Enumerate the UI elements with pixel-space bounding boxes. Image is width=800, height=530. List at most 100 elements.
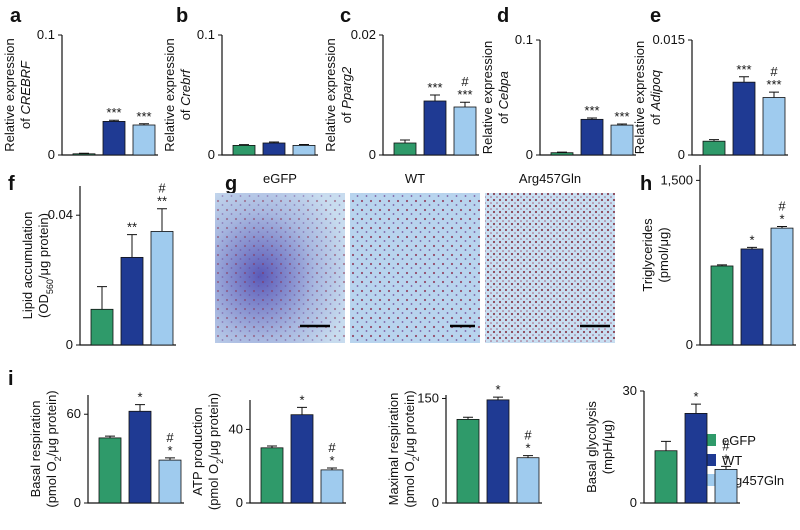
bar <box>770 227 794 346</box>
significance-mark: * <box>779 211 784 226</box>
axis <box>221 35 318 156</box>
micrograph-label: eGFP <box>263 171 297 186</box>
significance-mark: * <box>167 443 172 458</box>
y-axis-label-part: of <box>18 114 33 128</box>
panel-letter: g <box>225 173 237 195</box>
significance-mark: # <box>461 74 469 89</box>
significance-mark: # <box>722 438 730 453</box>
bar <box>102 121 126 156</box>
y-axis-label-part: /μg protein) <box>402 390 417 456</box>
chart: d 0 0.1 Relative expressionof Cebpa *** *** <box>480 5 636 162</box>
legend-label: eGFP <box>722 433 756 448</box>
y-axis-label-part: CREBRF <box>18 60 33 115</box>
significance-mark: * <box>723 451 728 466</box>
error-bar <box>739 76 749 83</box>
chart: a 0 0.1 Relative expressionof CREBRF *** *** <box>2 5 158 162</box>
chart: b 0 0.1 Relative expressionof Crebrf <box>162 5 318 162</box>
bar <box>550 152 574 156</box>
y-axis-label: Relative expressionof Adipoq <box>632 41 663 154</box>
panel-letter: d <box>497 5 509 27</box>
y-axis-label-part: (mpH/μg) <box>600 420 615 474</box>
y-tick-label: 0 <box>66 337 73 352</box>
bar <box>292 144 316 156</box>
y-axis-label: Lipid accumulation(OD560/μg protein) <box>20 212 55 320</box>
y-tick-label: 0 <box>678 147 685 162</box>
y-axis-label-part: Relative expression <box>632 41 647 154</box>
error-bar <box>297 406 307 415</box>
bar <box>260 447 284 504</box>
y-tick-label: 30 <box>623 383 637 398</box>
bar <box>732 81 756 156</box>
bar <box>320 469 344 504</box>
error-bar <box>721 465 731 470</box>
significance-mark: *** <box>584 103 599 118</box>
y-axis-label-part: ATP production <box>190 407 205 495</box>
y-axis-label-part: /μg protein) <box>206 393 221 459</box>
panel-letter: e <box>650 5 661 27</box>
panel-letter: b <box>176 5 188 27</box>
error-bar <box>523 455 533 458</box>
error-bar <box>493 396 503 400</box>
y-axis-label-part: 560 <box>45 279 55 294</box>
y-axis-label-part: Maximal respiration <box>386 393 401 506</box>
y-tick-label: 0 <box>630 495 637 510</box>
error-bar <box>79 152 89 154</box>
error-bar <box>557 151 567 153</box>
y-tick-label: 0.02 <box>351 27 376 42</box>
bar <box>132 124 156 156</box>
y-axis-label-part: of <box>339 109 354 123</box>
bar <box>158 459 182 504</box>
bar <box>262 142 286 156</box>
significance-mark: *** <box>614 109 629 124</box>
bar <box>714 468 738 504</box>
y-tick-label: 0.015 <box>652 32 685 47</box>
error-bar <box>777 225 787 229</box>
bar <box>290 414 314 504</box>
micrograph-label: Arg457Gln <box>519 171 581 186</box>
y-axis-label-part: (pmol O <box>402 461 417 507</box>
bar <box>456 418 480 504</box>
micrograph <box>215 193 345 343</box>
bar <box>128 410 152 504</box>
y-axis-label: Relative expressionof CREBRF <box>2 38 33 151</box>
bar <box>654 450 678 504</box>
error-bar <box>769 91 779 98</box>
legend-label: WT <box>722 453 742 468</box>
micrograph <box>350 193 480 343</box>
y-axis-label-part: Relative expression <box>480 41 495 154</box>
y-axis-label-part: Crebrf <box>178 68 193 106</box>
y-tick-label: 0.1 <box>197 27 215 42</box>
error-bar <box>299 143 309 146</box>
significance-mark: * <box>137 390 142 405</box>
panel-letter: a <box>10 5 22 27</box>
y-axis-label-part: (OD <box>36 294 51 318</box>
significance-mark: # <box>770 64 778 79</box>
bar <box>710 265 734 346</box>
y-axis-label: Relative expressionof Cebpa <box>480 41 511 154</box>
y-axis-label-part: 2 <box>215 459 225 464</box>
error-bar <box>267 445 277 448</box>
y-axis-label-part: Basal respiration <box>28 401 43 498</box>
y-tick-label: 0.1 <box>37 27 55 42</box>
y-axis-label-part: of <box>178 106 193 120</box>
error-bar <box>661 440 671 451</box>
error-bar <box>269 141 279 143</box>
y-axis-label-part: 2 <box>53 456 63 461</box>
y-tick-label: 1,500 <box>660 172 693 187</box>
bar <box>393 142 417 156</box>
error-bar <box>717 264 727 266</box>
y-tick-label: 0 <box>236 495 243 510</box>
significance-mark: * <box>525 441 530 456</box>
y-axis-label-part: /μg protein) <box>36 213 51 279</box>
significance-mark: # <box>524 428 532 443</box>
error-bar <box>460 101 470 107</box>
error-bar <box>139 123 149 125</box>
bar <box>232 144 256 156</box>
y-tick-label: 60 <box>67 406 81 421</box>
y-tick-label: 0 <box>526 147 533 162</box>
y-axis-label-part: 2 <box>411 456 421 461</box>
panel-letter: i <box>8 368 14 390</box>
